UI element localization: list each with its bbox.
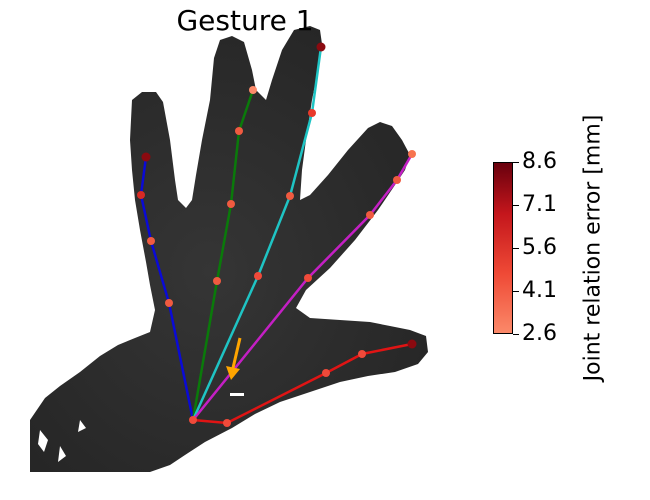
direction-arrow: [226, 337, 242, 380]
joint-pinky-2: [366, 211, 374, 219]
joint-index-2: [147, 237, 155, 245]
joint-index-1: [165, 299, 173, 307]
figure-title: Gesture 1: [176, 4, 314, 37]
skeleton-joints: [137, 42, 417, 427]
colorbar-tick-mark: [513, 247, 519, 249]
joint-ring-tip: [316, 42, 326, 52]
colorbar-tick-label: 7.1: [522, 192, 557, 217]
joint-pinky-tip: [408, 150, 416, 158]
colorbar-label: Joint relation error [mm]: [580, 114, 606, 382]
colorbar: [493, 162, 513, 334]
joint-pinky-1: [304, 274, 312, 282]
joint-index-tip: [141, 152, 151, 162]
colorbar-tick-label: 4.1: [522, 278, 557, 303]
colorbar-tick-mark: [513, 290, 519, 292]
colorbar-tick-label: 2.6: [522, 321, 557, 346]
joint-wrist: [189, 416, 197, 424]
joint-ring-2: [286, 192, 294, 200]
joint-middle-1: [213, 277, 221, 285]
joint-thumb-3: [358, 350, 366, 358]
joint-thumb-tip: [407, 339, 417, 349]
joint-middle-2: [227, 200, 235, 208]
colorbar-tick-label: 5.6: [522, 235, 557, 260]
colorbar-tick-mark: [513, 161, 519, 163]
joint-pinky-3: [393, 176, 401, 184]
colorbar-tick-mark: [513, 204, 519, 206]
joint-ring-1: [254, 272, 262, 280]
colorbar-tick-mark: [513, 333, 519, 335]
joint-thumb-1: [223, 419, 231, 427]
hand-depth-silhouette: [30, 26, 428, 472]
joint-index-3: [137, 191, 145, 199]
joint-middle-3: [235, 127, 243, 135]
joint-middle-tip: [249, 86, 257, 94]
colorbar-tick-label: 8.6: [522, 149, 557, 174]
joint-ring-3: [308, 109, 316, 117]
colorbar-gradient: [493, 162, 513, 334]
joint-thumb-2: [322, 369, 330, 377]
